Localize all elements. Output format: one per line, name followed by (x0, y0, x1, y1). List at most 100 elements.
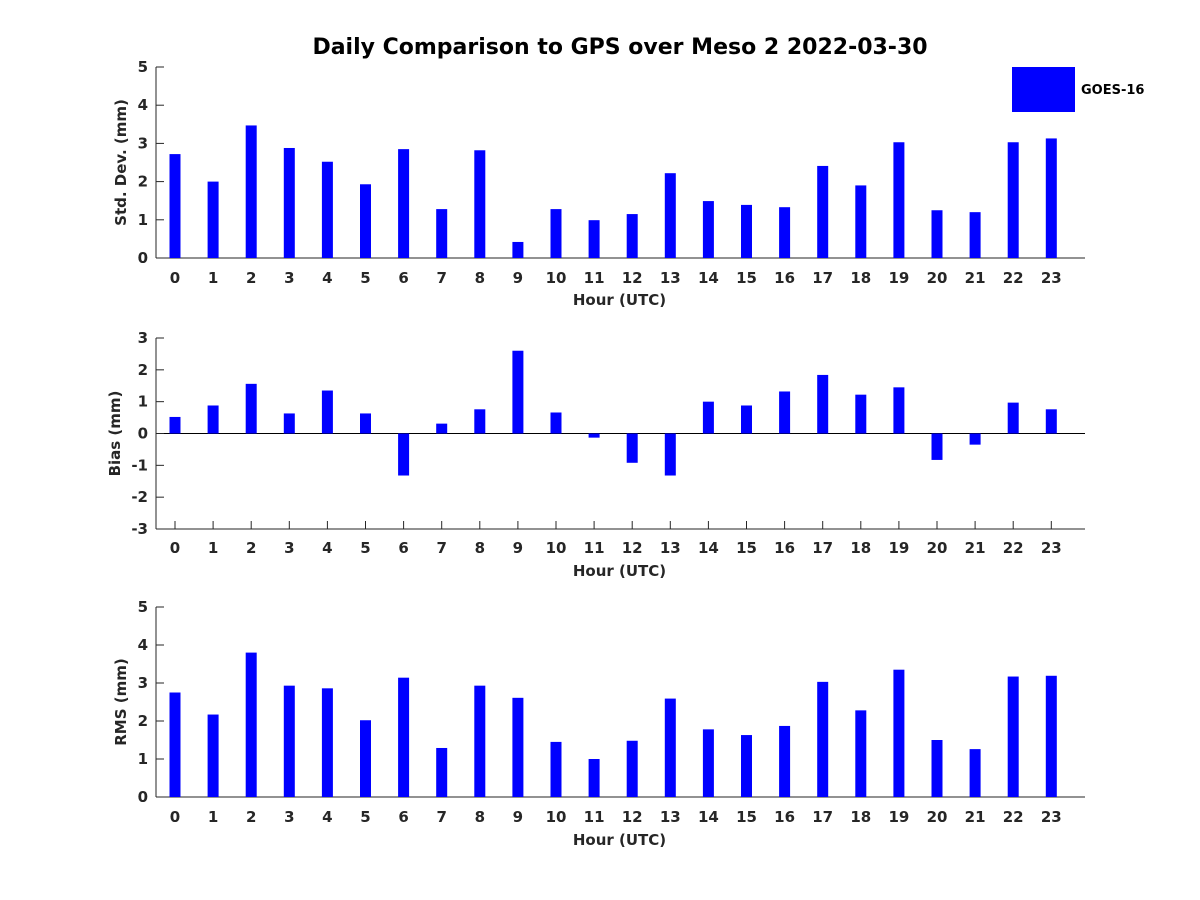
bar-hour-19 (893, 387, 905, 434)
bar-hour-21 (969, 212, 981, 258)
x-tick-label: 20 (927, 269, 948, 287)
x-tick-label: 20 (927, 539, 948, 557)
y-tick-label: 5 (138, 58, 148, 76)
bar-hour-19 (893, 669, 905, 797)
x-tick-label: 17 (812, 269, 833, 287)
x-tick-label: 23 (1041, 539, 1062, 557)
bar-hour-0 (169, 692, 181, 797)
x-tick-label: 4 (322, 808, 332, 826)
x-tick-label: 19 (888, 808, 909, 826)
x-tick-label: 0 (170, 808, 180, 826)
x-tick-label: 22 (1003, 269, 1024, 287)
bar-hour-6 (398, 149, 410, 258)
x-tick-label: 1 (208, 269, 218, 287)
x-tick-label: 14 (698, 269, 719, 287)
x-tick-label: 16 (774, 539, 795, 557)
bar-hour-4 (321, 390, 333, 434)
bar-hour-23 (1045, 409, 1057, 434)
bar-hour-19 (893, 142, 905, 258)
bar-hour-15 (741, 735, 752, 797)
x-tick-label: 5 (360, 269, 370, 287)
bar-hour-5 (360, 184, 371, 258)
bar-hour-14 (702, 401, 714, 434)
bar-hour-21 (969, 749, 981, 797)
figure-title: Daily Comparison to GPS over Meso 2 2022… (312, 35, 927, 60)
bar-hour-2 (245, 125, 257, 258)
x-tick-label: 16 (774, 808, 795, 826)
bar-hour-11 (588, 220, 600, 258)
bar-hour-6 (398, 433, 410, 476)
bar-hour-5 (360, 720, 371, 797)
bar-hour-13 (664, 433, 676, 476)
bar-hour-7 (436, 747, 448, 797)
bar-hour-10 (550, 209, 562, 258)
y-tick-label: 4 (138, 96, 148, 114)
bar-hour-11 (588, 433, 600, 438)
x-tick-label: 15 (736, 539, 757, 557)
bar-hour-3 (283, 147, 295, 258)
y-axis-label: Std. Dev. (mm) (112, 99, 130, 226)
bar-hour-23 (1045, 138, 1057, 258)
bar-hour-16 (779, 725, 791, 797)
x-tick-label: 15 (736, 269, 757, 287)
x-tick-label: 22 (1003, 539, 1024, 557)
bar-hour-17 (817, 374, 829, 434)
y-tick-label: 4 (138, 636, 148, 654)
x-tick-label: 21 (965, 269, 986, 287)
bar-hour-22 (1007, 676, 1019, 797)
x-tick-label: 7 (436, 539, 446, 557)
x-tick-label: 23 (1041, 808, 1062, 826)
y-tick-label: -2 (131, 488, 148, 506)
x-tick-label: 9 (513, 808, 523, 826)
x-axis-label: Hour (UTC) (573, 562, 666, 580)
x-tick-label: 6 (398, 808, 408, 826)
bar-hour-22 (1007, 402, 1019, 434)
y-tick-label: -3 (131, 520, 148, 538)
x-tick-label: 15 (736, 808, 757, 826)
x-tick-label: 19 (888, 269, 909, 287)
bar-hour-18 (855, 710, 867, 797)
bar-hour-20 (931, 740, 943, 797)
bar-hour-23 (1045, 675, 1057, 797)
bar-hour-13 (664, 698, 676, 797)
bar-hour-1 (207, 714, 219, 797)
x-tick-label: 16 (774, 269, 795, 287)
x-tick-label: 19 (888, 539, 909, 557)
x-tick-label: 3 (284, 269, 294, 287)
x-tick-label: 18 (850, 269, 871, 287)
bar-hour-3 (283, 685, 295, 797)
bar-hour-12 (626, 214, 638, 258)
bar-hour-9 (512, 350, 524, 434)
bar-hour-18 (855, 185, 867, 258)
y-tick-label: 0 (138, 249, 148, 267)
x-tick-label: 5 (360, 808, 370, 826)
x-tick-label: 21 (965, 808, 986, 826)
bar-hour-12 (626, 740, 638, 797)
bar-hour-0 (169, 416, 181, 434)
bar-hour-8 (474, 685, 486, 797)
bar-hour-18 (855, 394, 867, 434)
x-tick-label: 10 (546, 808, 567, 826)
y-tick-label: -1 (131, 456, 148, 474)
legend-label: GOES-16 (1081, 83, 1144, 98)
x-tick-label: 9 (513, 269, 523, 287)
legend-swatch (1012, 67, 1075, 112)
x-tick-label: 1 (208, 808, 218, 826)
bar-hour-17 (817, 165, 829, 258)
x-tick-label: 8 (475, 539, 485, 557)
y-tick-label: 3 (138, 674, 148, 692)
x-tick-label: 22 (1003, 808, 1024, 826)
x-tick-label: 13 (660, 539, 681, 557)
x-tick-label: 8 (475, 269, 485, 287)
x-axis-label: Hour (UTC) (573, 291, 666, 309)
bar-hour-20 (931, 433, 943, 460)
y-tick-label: 5 (138, 598, 148, 616)
bar-hour-11 (588, 759, 600, 797)
bar-hour-21 (969, 433, 981, 445)
y-tick-label: 2 (138, 361, 148, 379)
bar-hour-12 (626, 433, 638, 463)
x-tick-label: 14 (698, 808, 719, 826)
